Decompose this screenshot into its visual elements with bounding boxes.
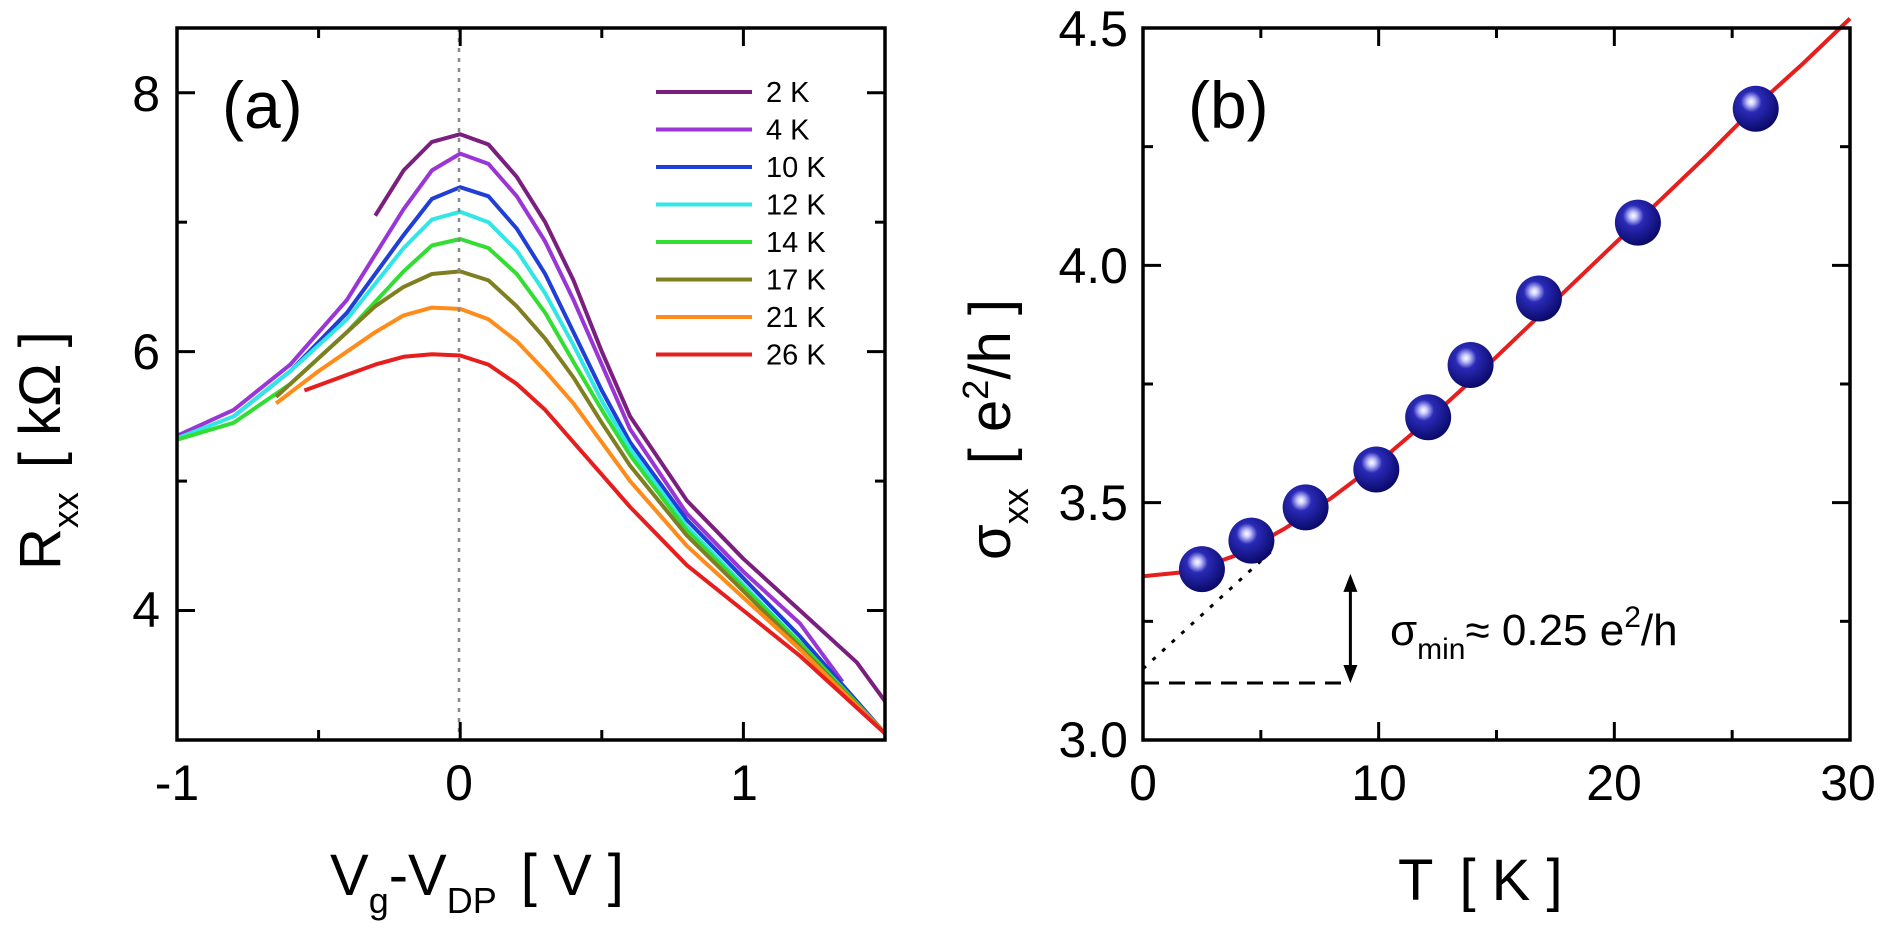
panel-a-ytick-label: 6 [132, 324, 160, 380]
legend-label: 14 K [766, 227, 826, 259]
series-line [274, 269, 887, 735]
panel-a-ytick-label: 4 [132, 582, 160, 638]
series-line [373, 132, 887, 703]
panel-b-xtick-label: 10 [1351, 755, 1407, 811]
data-point [1447, 342, 1494, 389]
panel-b-xtick-label: 20 [1586, 755, 1642, 811]
series-line [176, 209, 887, 735]
legend-label: 21 K [766, 302, 826, 334]
legend-label: 17 K [766, 265, 826, 297]
data-point [1732, 85, 1779, 132]
arrow-head-bottom [1343, 665, 1358, 684]
panel-a-ytick-label: 8 [132, 66, 160, 122]
panel-b-label: (b) [1188, 68, 1269, 142]
panel-b-ytick-label: 4.5 [1058, 1, 1128, 57]
panel-b-ytick-label: 3.5 [1058, 475, 1128, 531]
panel-b-xtick-label: 30 [1820, 755, 1876, 811]
panel-b-annotation: σmin≈ 0.25 e2/h [1390, 601, 1678, 666]
panel-a-frame [175, 26, 887, 742]
series-line [274, 305, 887, 735]
panel-a-series [176, 132, 887, 735]
panel-a-ticks [175, 28, 885, 742]
panel-b-extrapolation [1141, 549, 1274, 670]
panel-b-ticks [1141, 26, 1852, 742]
panel-b-ylabel: σxx[ e2/h ] [955, 299, 1036, 560]
series-line [232, 185, 887, 735]
panel-b-arrow [1343, 573, 1358, 684]
legend-label: 12 K [766, 190, 826, 222]
panel-a-xlabel: Vg-VDP[ V ] [330, 843, 624, 921]
data-point [1282, 484, 1329, 531]
data-point [1178, 546, 1225, 593]
panel-a-ylabel: Rxx[ kΩ ] [8, 331, 86, 570]
data-point [1353, 446, 1400, 493]
panel-a-xtick-label: -1 [155, 755, 199, 811]
data-point [1405, 394, 1452, 441]
legend-label: 2 K [766, 77, 810, 109]
panel-b-xtick-label: 0 [1129, 755, 1157, 811]
data-point [1515, 275, 1562, 322]
panel-b-points [1178, 85, 1779, 593]
legend-label: 10 K [766, 152, 826, 184]
panel-a: (a) -1 0 1 4 6 8 Vg-VDP[ V ] Rxx[ kΩ ] 2… [8, 26, 887, 921]
arrow-head-top [1343, 573, 1358, 592]
series-line [176, 151, 845, 683]
panel-a-label: (a) [222, 68, 303, 142]
legend-label: 26 K [766, 340, 826, 372]
panel-a-xtick-label: 1 [730, 755, 758, 811]
data-point [1614, 199, 1661, 246]
panel-b-ytick-label: 4.0 [1058, 238, 1128, 294]
panel-b: (b) 0 10 20 30 3.0 3.5 4.0 4.5 T[ K ] σx… [955, 1, 1876, 913]
legend-label: 4 K [766, 115, 810, 147]
series-line [303, 352, 887, 735]
panel-a-xtick-label: 0 [445, 755, 473, 811]
panel-a-legend: 2 K 4 K 10 K 12 K 14 K 17 K 21 K 26 K [656, 77, 826, 372]
panel-b-ytick-label: 3.0 [1058, 712, 1128, 768]
data-point [1228, 517, 1275, 564]
panel-b-xlabel: T[ K ] [1398, 848, 1563, 913]
